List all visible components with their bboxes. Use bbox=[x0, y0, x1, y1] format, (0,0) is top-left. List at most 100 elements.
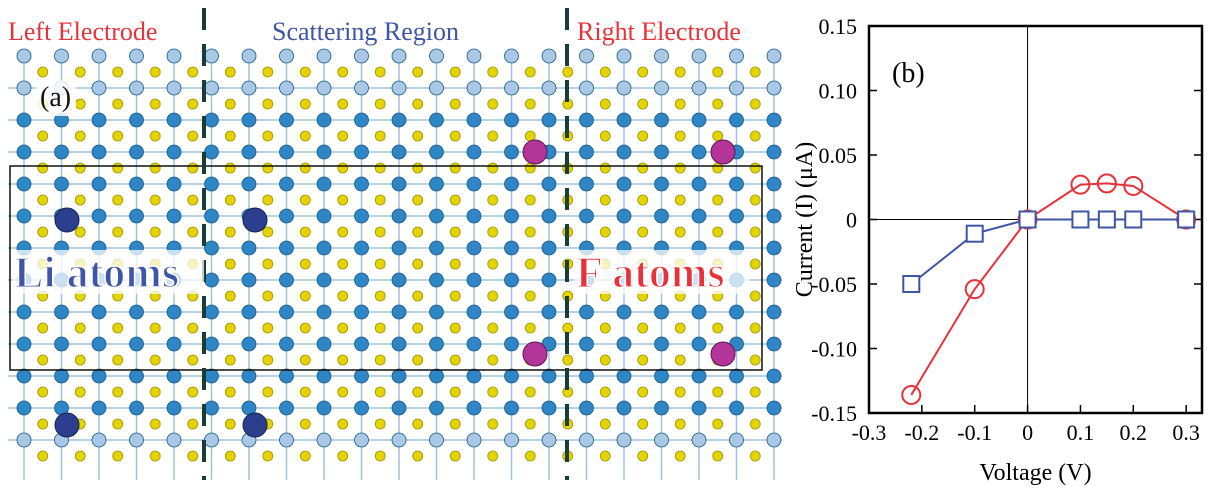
s-atom bbox=[187, 226, 199, 238]
mo-atom bbox=[391, 48, 407, 64]
s-atom bbox=[112, 162, 124, 174]
mo-atom bbox=[391, 368, 407, 384]
s-atom bbox=[637, 66, 649, 78]
s-atom bbox=[299, 66, 311, 78]
s-atom bbox=[299, 450, 311, 462]
s-atom bbox=[749, 66, 761, 78]
series-1-point bbox=[1018, 210, 1037, 229]
s-atom bbox=[674, 98, 686, 110]
mo-atom bbox=[429, 272, 444, 288]
s-atom bbox=[299, 354, 311, 366]
mo-atom bbox=[429, 304, 444, 320]
s-atom bbox=[637, 130, 649, 142]
s-atom bbox=[749, 258, 761, 270]
mo-atom bbox=[354, 272, 369, 288]
mo-atom bbox=[279, 304, 294, 320]
s-atom bbox=[262, 162, 274, 174]
mo-atom bbox=[279, 432, 294, 448]
mo-atom bbox=[129, 80, 144, 96]
panel-a-label: (a) bbox=[40, 82, 71, 113]
s-atom bbox=[149, 194, 161, 206]
iv-chart: -0.3 -0.2 -0.1 0 0.1 0.2 0.3-0.15-0.10-0.0500.… bbox=[792, 14, 1204, 486]
s-atom bbox=[449, 66, 461, 78]
mo-atom bbox=[579, 400, 594, 416]
mo-atom bbox=[316, 432, 332, 448]
s-atom bbox=[262, 66, 274, 78]
mo-atom bbox=[616, 208, 632, 224]
mo-atom bbox=[466, 272, 482, 288]
mo-atom bbox=[316, 240, 332, 256]
mo-atom bbox=[466, 208, 482, 224]
y-tick-label: 0.10 bbox=[819, 79, 858, 104]
scattering-region-label: Scattering Region bbox=[272, 17, 459, 46]
mo-atom bbox=[91, 176, 107, 192]
s-atom bbox=[712, 130, 724, 142]
mo-atom bbox=[129, 112, 144, 128]
panel-b-label: (b) bbox=[892, 58, 925, 89]
mo-atom bbox=[354, 336, 369, 352]
mo-atom bbox=[391, 304, 407, 320]
s-atom bbox=[187, 162, 199, 174]
s-atom bbox=[224, 258, 236, 270]
mo-atom bbox=[541, 48, 557, 64]
s-atom bbox=[562, 66, 574, 78]
mo-atom bbox=[541, 208, 557, 224]
mo-atom bbox=[204, 176, 219, 192]
mo-atom bbox=[691, 368, 707, 384]
s-atom bbox=[337, 66, 349, 78]
mo-atom bbox=[354, 176, 369, 192]
s-atom bbox=[449, 450, 461, 462]
mo-atom bbox=[504, 368, 519, 384]
series-line-0 bbox=[910, 182, 1187, 396]
mo-atom bbox=[504, 272, 519, 288]
s-atom bbox=[299, 130, 311, 142]
s-atom bbox=[599, 130, 611, 142]
s-atom bbox=[187, 450, 199, 462]
s-atom bbox=[149, 66, 161, 78]
mo-atom bbox=[91, 80, 107, 96]
mo-atom bbox=[204, 208, 219, 224]
s-atom bbox=[524, 258, 536, 270]
mo-atom bbox=[166, 176, 182, 192]
series-1-point bbox=[965, 224, 984, 243]
f-label-bg bbox=[574, 250, 750, 294]
s-atom bbox=[749, 226, 761, 238]
s-atom bbox=[749, 450, 761, 462]
s-atom bbox=[599, 66, 611, 78]
s-atom bbox=[487, 258, 499, 270]
mo-atom bbox=[466, 336, 482, 352]
s-atom bbox=[637, 162, 649, 174]
y-tick-label: -0.15 bbox=[811, 401, 857, 426]
s-atom bbox=[374, 450, 386, 462]
series-1-point bbox=[1177, 210, 1196, 229]
mo-atom bbox=[166, 112, 182, 128]
mo-atom bbox=[729, 48, 744, 64]
s-atom bbox=[599, 354, 611, 366]
s-atom bbox=[224, 418, 236, 430]
s-atom bbox=[637, 354, 649, 366]
s-atom bbox=[74, 162, 86, 174]
mo-atom bbox=[466, 240, 482, 256]
s-atom bbox=[74, 354, 86, 366]
s-atom bbox=[412, 386, 424, 398]
mo-atom bbox=[16, 176, 32, 192]
mo-atom bbox=[429, 144, 444, 160]
x-tick-label: -0.2 bbox=[904, 420, 939, 445]
s-atom bbox=[112, 450, 124, 462]
s-atom bbox=[449, 290, 461, 302]
s-atom bbox=[562, 354, 574, 366]
s-atom bbox=[149, 450, 161, 462]
mo-atom bbox=[91, 432, 107, 448]
s-atom bbox=[412, 226, 424, 238]
mo-atom bbox=[766, 176, 782, 192]
s-atom bbox=[674, 162, 686, 174]
mo-atom bbox=[691, 80, 707, 96]
mo-atom bbox=[654, 400, 669, 416]
mo-atom bbox=[504, 144, 519, 160]
s-atom bbox=[187, 354, 199, 366]
mo-atom bbox=[466, 176, 482, 192]
mo-atom bbox=[391, 112, 407, 128]
mo-atom bbox=[279, 272, 294, 288]
mo-atom bbox=[616, 80, 632, 96]
s-atom bbox=[224, 162, 236, 174]
